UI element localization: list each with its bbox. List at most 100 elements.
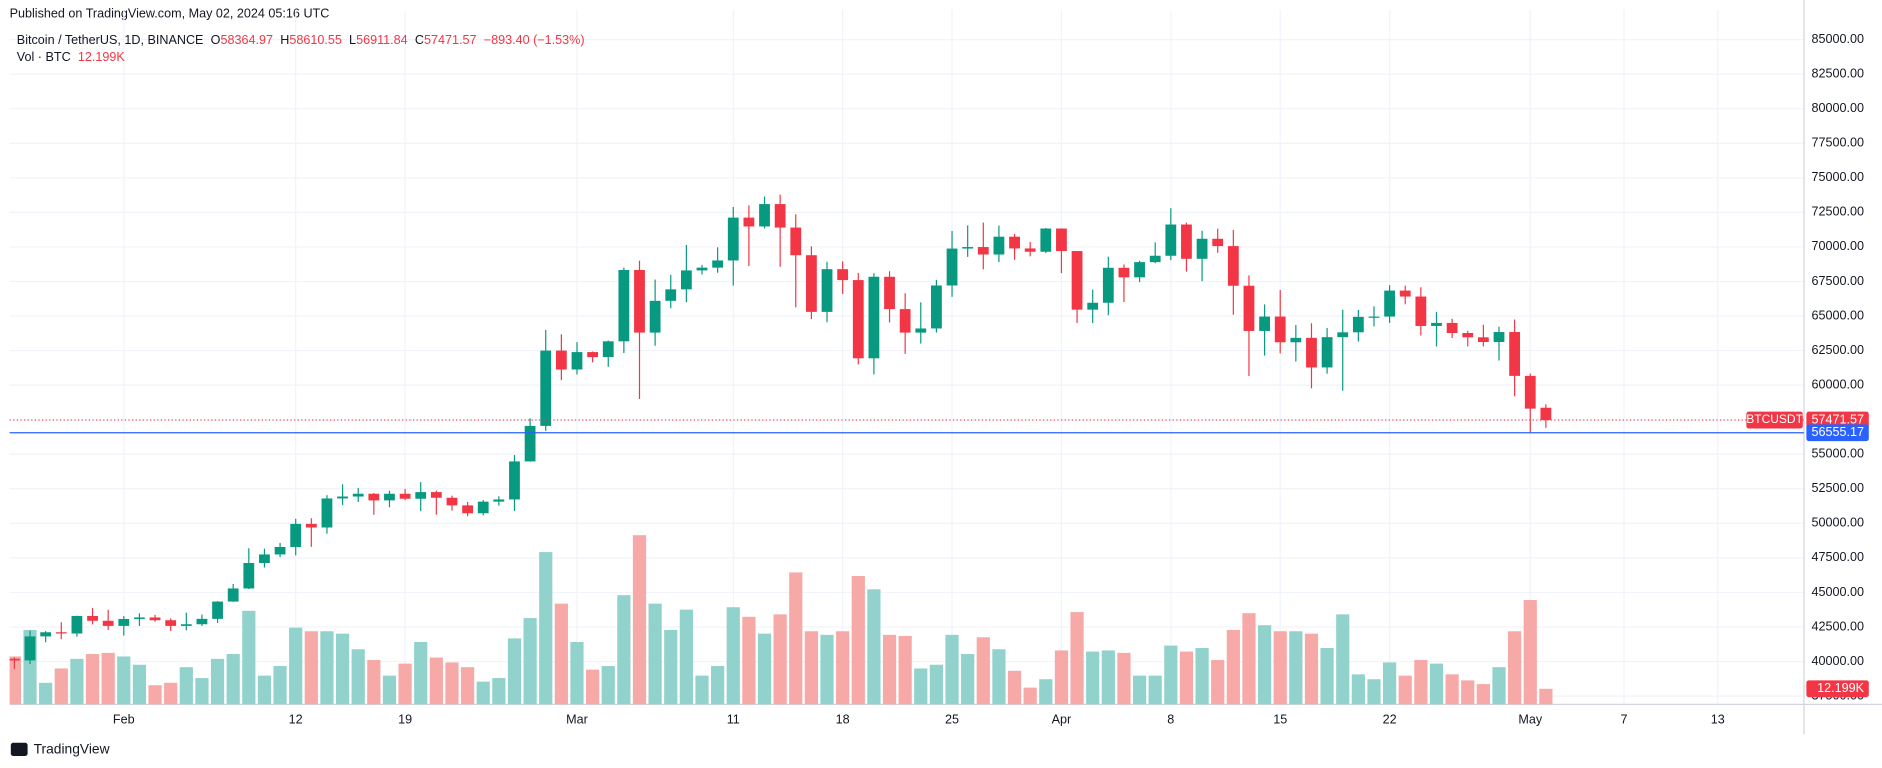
volume-bar (945, 634, 959, 705)
candle-body (790, 227, 802, 256)
candle-body (727, 217, 739, 261)
candle-body (977, 247, 989, 255)
legend-change: −893.40 (−1.53%) (484, 33, 585, 47)
x-tick-label: 13 (1711, 712, 1725, 726)
volume-bar (961, 654, 975, 705)
candle-body (321, 498, 333, 528)
candle-body (774, 204, 786, 228)
volume-tag-label: 12.199K (1817, 681, 1865, 695)
volume-bar (1023, 687, 1037, 705)
volume-bar (1367, 679, 1381, 705)
candle-body (1352, 316, 1364, 333)
volume-bar (398, 663, 412, 705)
candle-body (993, 236, 1005, 255)
y-tick-label: 55000.00 (1811, 447, 1864, 461)
candle-body (1212, 238, 1224, 247)
volume-bar (367, 660, 381, 705)
y-tick-label: 50000.00 (1811, 516, 1864, 530)
candle-body (1259, 316, 1270, 331)
brand-name[interactable]: TradingView (34, 742, 110, 757)
volume-bar (226, 654, 240, 705)
candle-body (1274, 316, 1286, 343)
volume-bar (242, 610, 256, 705)
volume-bar (992, 649, 1006, 705)
legend-field: H (280, 33, 289, 47)
volume-bar (773, 614, 787, 705)
candle-body (1071, 251, 1083, 310)
candle-body (509, 461, 520, 500)
volume-bar (1273, 631, 1287, 705)
y-tick-label: 82500.00 (1811, 66, 1864, 80)
volume-bar (1492, 667, 1506, 705)
volume-bar (726, 607, 740, 705)
candle-body (868, 276, 880, 359)
candle-body (165, 620, 177, 626)
volume-bar (586, 669, 600, 705)
volume-bar (711, 666, 725, 705)
volume-bar (210, 658, 225, 705)
volume-bar (1523, 600, 1537, 705)
last-price-tag (1806, 411, 1869, 429)
volume-bar (1289, 631, 1303, 705)
x-tick-label: Mar (566, 712, 588, 726)
candle-body (274, 546, 286, 555)
volume-bar (54, 668, 68, 705)
volume-bar (664, 629, 678, 705)
volume-bar (882, 634, 897, 705)
candle-body (571, 352, 583, 370)
candle-body (1384, 290, 1396, 317)
y-tick-label: 77500.00 (1811, 136, 1864, 150)
candle-body (634, 269, 645, 333)
volume-bar (335, 633, 350, 705)
candle-body (196, 618, 208, 625)
volume-bar (429, 657, 443, 705)
y-tick-label: 62500.00 (1811, 343, 1864, 357)
volume-bar (445, 662, 459, 705)
legend-field: O (211, 33, 221, 47)
volume-bar (117, 656, 131, 705)
volume-bar (804, 631, 818, 705)
candle-body (305, 523, 317, 528)
candle-body (1149, 255, 1161, 263)
x-tick-label: 7 (1621, 712, 1628, 726)
candle-body (1102, 267, 1114, 303)
volume-bar (148, 685, 162, 705)
volume-bar (1039, 679, 1053, 705)
candle-body (1524, 375, 1536, 409)
candle-body (71, 615, 83, 634)
volume-bar (1539, 688, 1553, 705)
volume-bar (1398, 675, 1412, 705)
candle-body (493, 499, 505, 502)
candle-body (665, 289, 677, 301)
candle-body (1446, 322, 1458, 334)
volume-bar (1164, 645, 1178, 705)
symbol-tag-label: BTCUSDT (1746, 412, 1803, 426)
plot-area (9, 194, 1553, 705)
volume-bar (695, 675, 709, 705)
candle-body (899, 309, 911, 333)
volume-bar (1132, 675, 1147, 705)
volume-bar (1414, 660, 1428, 705)
volume-bar (414, 641, 428, 705)
volume-bar (1070, 612, 1084, 705)
volume-bar (1508, 631, 1522, 705)
candle-body (337, 496, 348, 499)
candle-body (1134, 262, 1145, 278)
volume-bar (601, 666, 615, 705)
candle-body (102, 620, 114, 626)
x-tick-label: 8 (1167, 712, 1174, 726)
volume-bar (914, 668, 928, 705)
legend-value: 56911.84 (356, 33, 408, 47)
volume-bar (1320, 648, 1334, 705)
candle-body (134, 617, 145, 619)
y-tick-label: 85000.00 (1811, 32, 1864, 46)
y-tick-label: 67500.00 (1811, 274, 1864, 288)
y-tick-label: 47500.00 (1811, 550, 1864, 564)
x-tick-label: 15 (1273, 712, 1287, 726)
candle-body (1290, 337, 1302, 343)
candle-body (821, 269, 833, 312)
volume-bar (836, 631, 850, 705)
candle-body (618, 269, 630, 342)
